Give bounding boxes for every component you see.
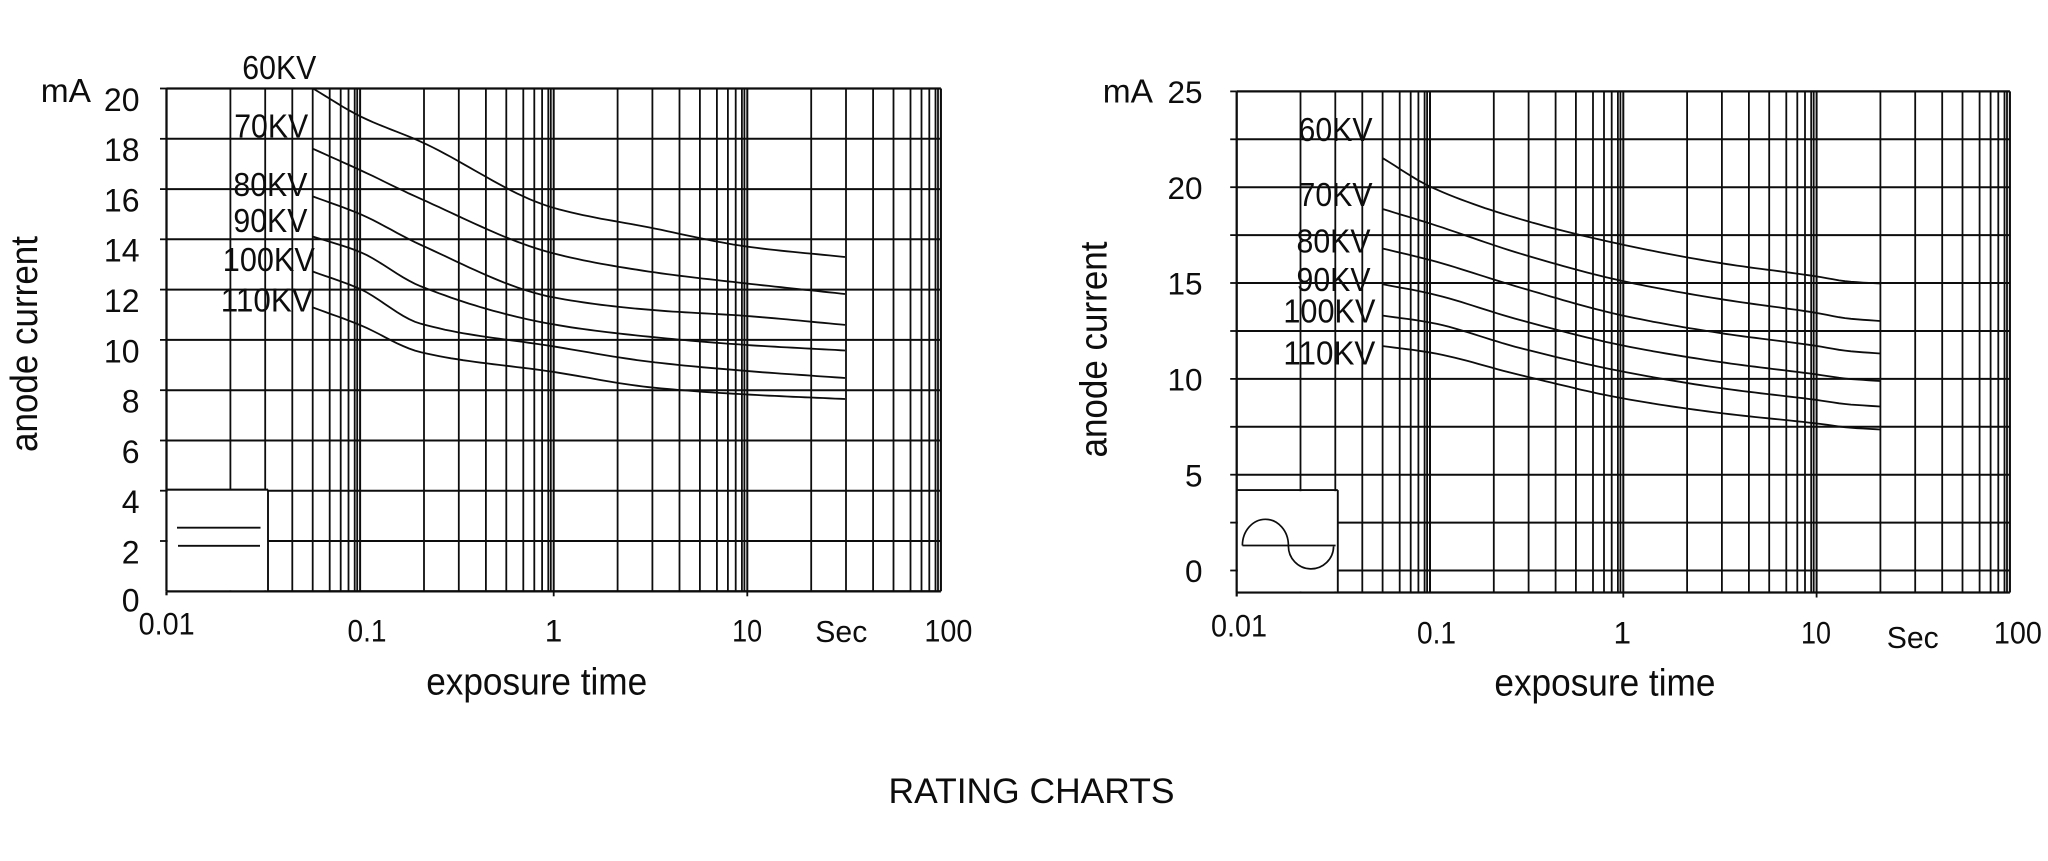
svg-text:1: 1 xyxy=(545,613,563,649)
svg-text:0.01: 0.01 xyxy=(1211,608,1267,644)
svg-text:0.1: 0.1 xyxy=(348,613,387,649)
svg-text:70KV: 70KV xyxy=(1299,177,1374,214)
svg-text:4: 4 xyxy=(122,484,140,520)
svg-text:2: 2 xyxy=(122,534,140,570)
svg-text:15: 15 xyxy=(1167,266,1202,302)
svg-text:0.1: 0.1 xyxy=(1417,615,1456,651)
svg-text:12: 12 xyxy=(104,283,140,319)
svg-text:90KV: 90KV xyxy=(1297,262,1372,299)
svg-text:mA: mA xyxy=(41,73,92,110)
svg-text:100: 100 xyxy=(924,613,972,649)
svg-text:Sec: Sec xyxy=(815,615,867,649)
svg-text:mA: mA xyxy=(1103,74,1154,111)
svg-text:110KV: 110KV xyxy=(1283,335,1376,372)
svg-text:10: 10 xyxy=(1801,615,1831,651)
svg-text:0: 0 xyxy=(1185,553,1203,589)
svg-text:6: 6 xyxy=(122,434,140,470)
svg-text:110KV: 110KV xyxy=(221,283,314,320)
svg-text:exposure time: exposure time xyxy=(426,662,647,704)
svg-text:0.01: 0.01 xyxy=(139,606,195,642)
svg-text:10: 10 xyxy=(1167,362,1202,398)
svg-text:60KV: 60KV xyxy=(1299,112,1374,149)
svg-text:8: 8 xyxy=(122,384,140,420)
svg-text:20: 20 xyxy=(1167,170,1202,206)
svg-text:RATING CHARTS: RATING CHARTS xyxy=(889,772,1175,811)
svg-text:100: 100 xyxy=(1994,615,2042,651)
svg-text:10: 10 xyxy=(732,613,762,649)
svg-text:anode current: anode current xyxy=(1074,241,1116,457)
svg-text:14: 14 xyxy=(104,233,140,269)
svg-text:anode current: anode current xyxy=(4,236,46,452)
svg-text:100KV: 100KV xyxy=(1283,294,1376,331)
svg-text:1: 1 xyxy=(1614,615,1632,651)
svg-text:5: 5 xyxy=(1185,457,1203,493)
svg-text:10: 10 xyxy=(104,333,140,369)
svg-text:16: 16 xyxy=(104,183,140,219)
svg-text:20: 20 xyxy=(104,82,140,118)
svg-text:80KV: 80KV xyxy=(1297,224,1372,261)
svg-text:Sec: Sec xyxy=(1887,621,1939,655)
svg-text:0: 0 xyxy=(122,583,140,619)
svg-text:70KV: 70KV xyxy=(234,109,309,146)
svg-text:80KV: 80KV xyxy=(233,167,308,204)
svg-text:18: 18 xyxy=(104,132,140,168)
svg-text:90KV: 90KV xyxy=(233,203,308,240)
svg-text:25: 25 xyxy=(1167,74,1202,110)
svg-text:exposure time: exposure time xyxy=(1494,663,1715,705)
svg-text:100KV: 100KV xyxy=(223,242,316,279)
svg-text:60KV: 60KV xyxy=(242,50,317,87)
